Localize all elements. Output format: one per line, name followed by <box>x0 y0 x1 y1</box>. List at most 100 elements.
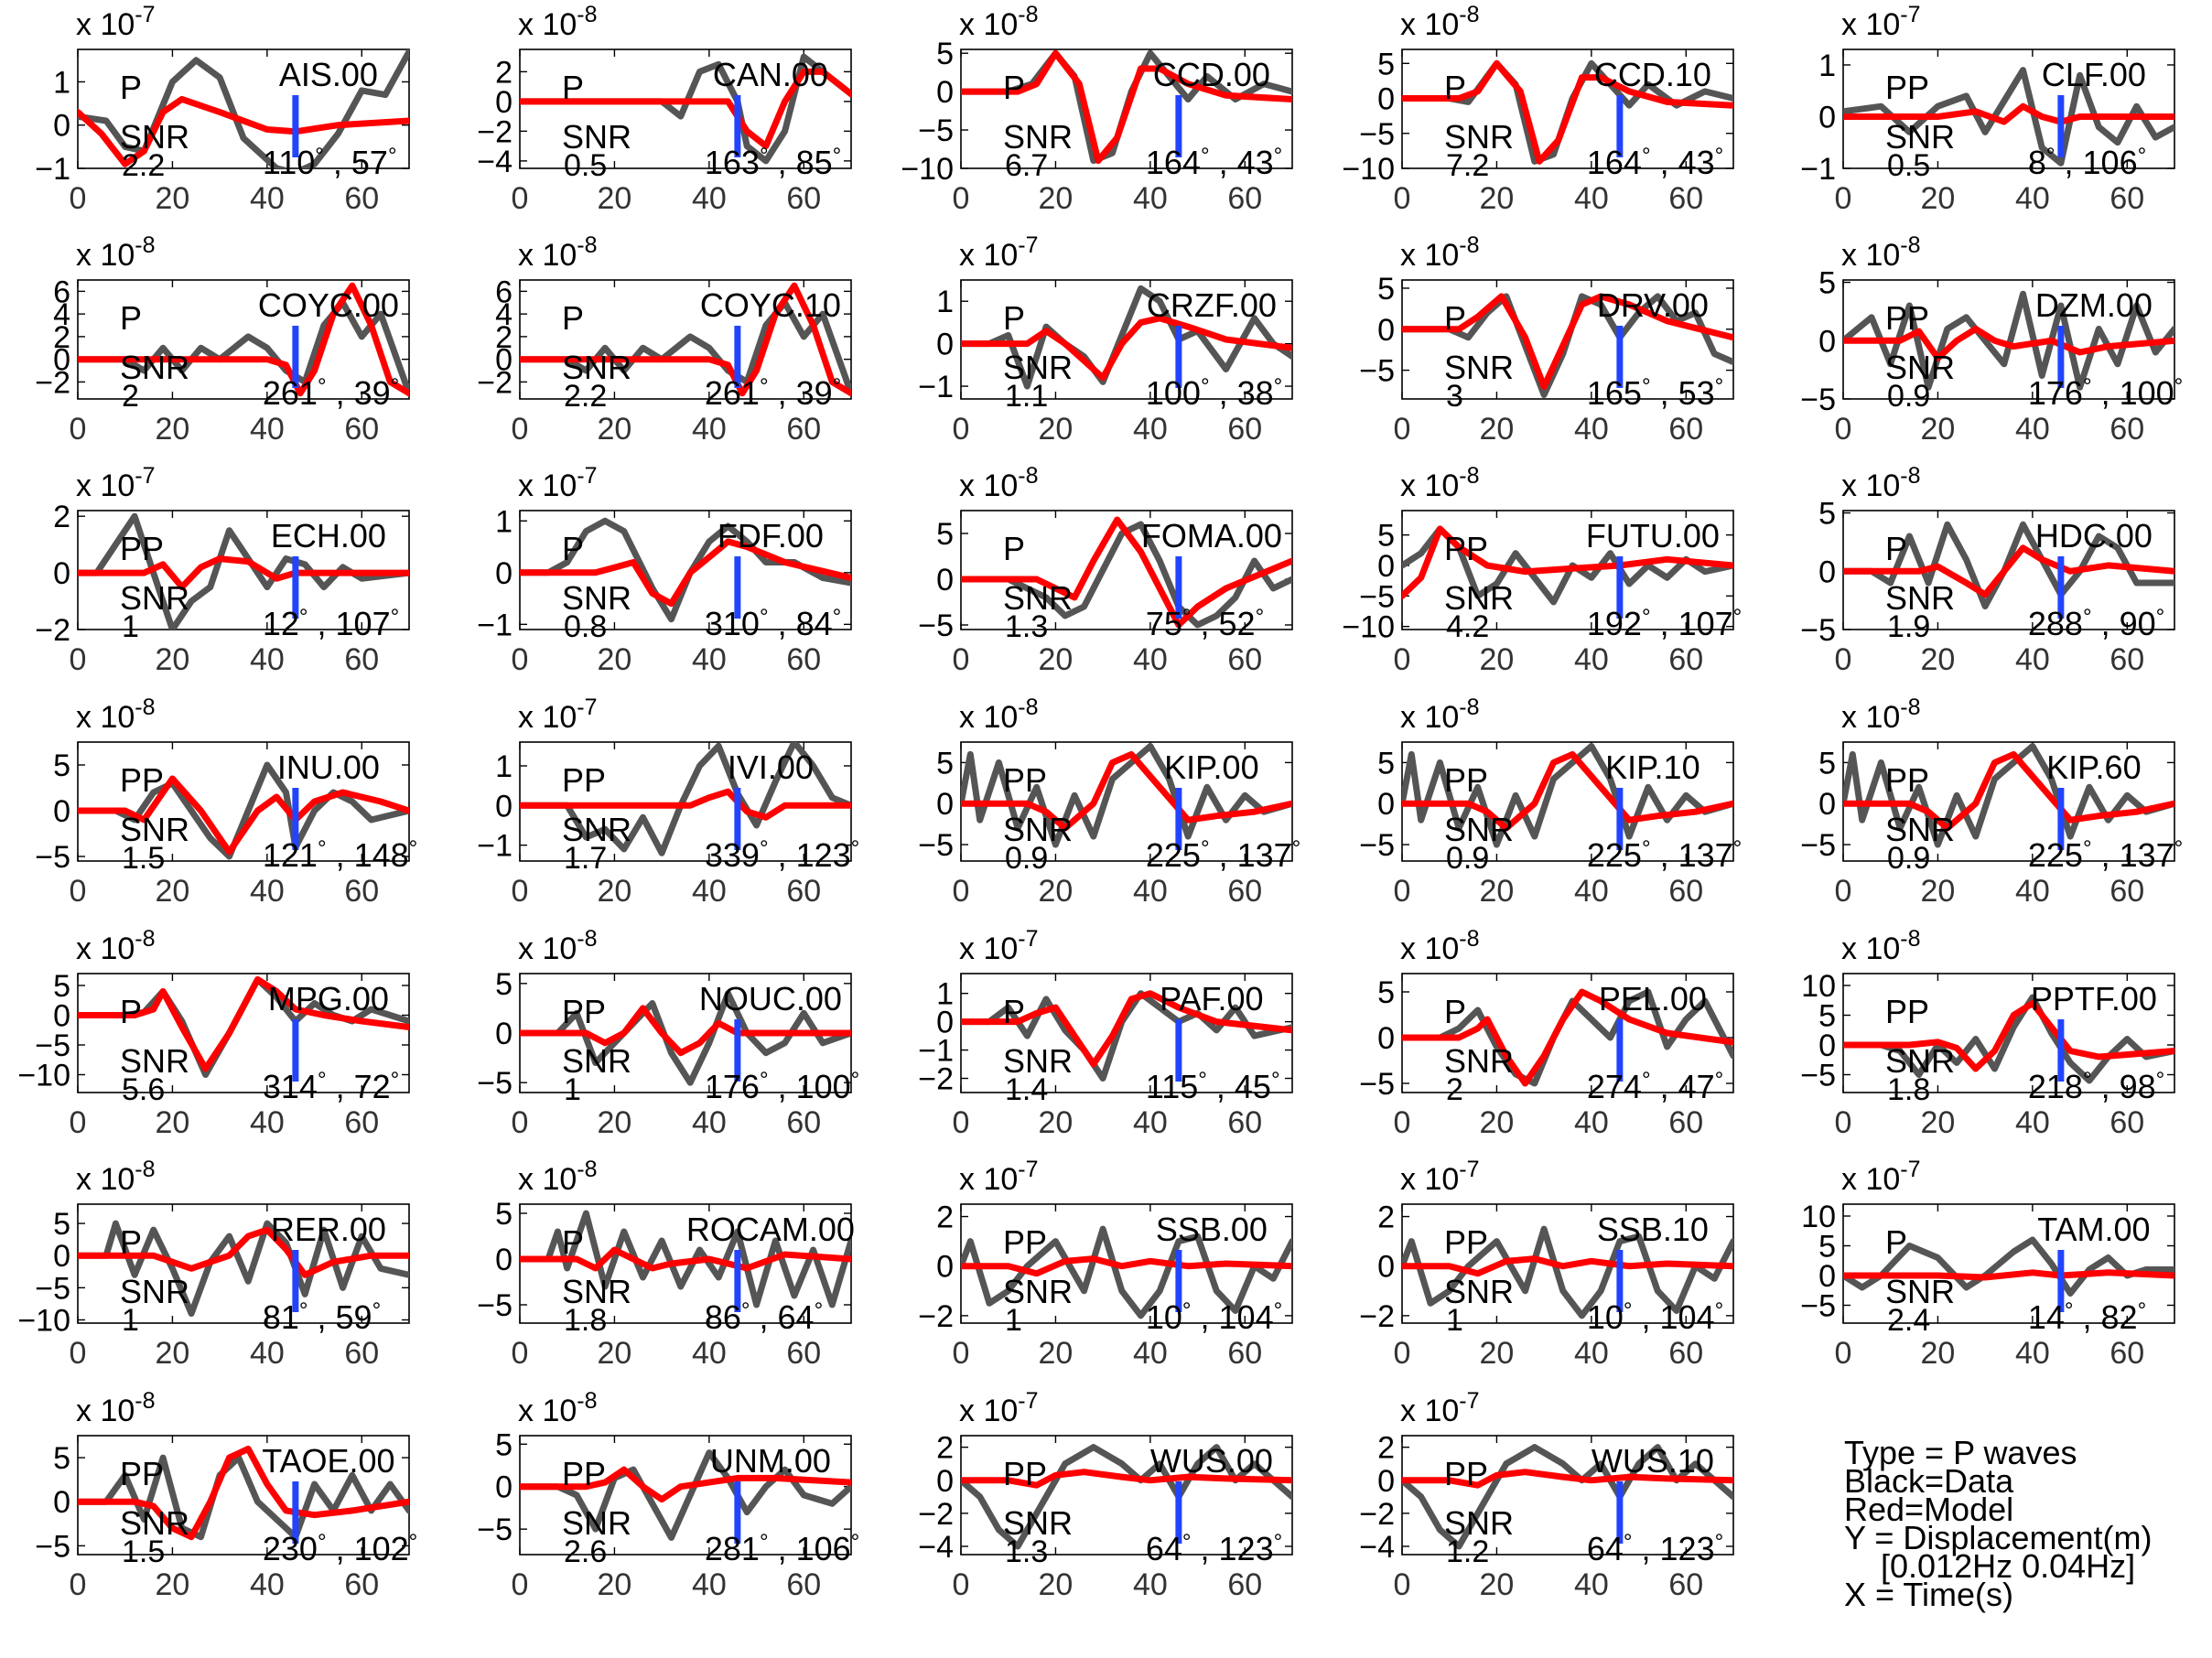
separator: , 100 <box>769 1068 851 1105</box>
snr-value: 0.9 <box>1887 379 1930 414</box>
y-exponent-label: x 10-7 <box>518 463 598 503</box>
x-tick-label: 20 <box>1921 1336 1956 1371</box>
y-exponent-label: x 10-7 <box>959 1157 1039 1197</box>
y-exponent-power: -8 <box>1459 2 1479 27</box>
degree-mark: ° <box>318 1068 327 1093</box>
separator: , 43 <box>1210 144 1274 181</box>
y-tick-label: 0 <box>53 556 70 591</box>
data-trace <box>520 742 851 856</box>
snr-label: SNR <box>1003 579 1073 617</box>
snr-label: SNR <box>562 1042 631 1080</box>
phase-label: P <box>1003 993 1025 1030</box>
degree-mark: ° <box>2156 605 2165 630</box>
phase-label: PP <box>1003 1223 1047 1261</box>
degree-mark: ° <box>2174 374 2184 399</box>
y-exponent-power: -8 <box>577 2 597 27</box>
trace-layer <box>520 1449 851 1541</box>
degree-mark: ° <box>851 1068 860 1093</box>
trace-layer <box>1843 1236 2174 1297</box>
degree-mark: ° <box>815 1298 824 1323</box>
phase-label: P <box>562 299 584 337</box>
snr-value: 1.1 <box>1005 379 1048 414</box>
x-tick-label: 40 <box>692 181 727 216</box>
model-trace <box>78 282 409 397</box>
snr-value: 3 <box>1446 379 1463 414</box>
degree-mark: ° <box>1182 1298 1192 1323</box>
y-exponent-label: x 10-7 <box>1400 1388 1480 1428</box>
y-exponent-label: x 10-7 <box>518 694 598 735</box>
y-tick-label: −2 <box>35 365 70 400</box>
degree-mark: ° <box>1201 374 1210 399</box>
x-tick-label: 0 <box>70 874 87 909</box>
snr-value: 5.6 <box>122 1072 165 1107</box>
y-exponent-label: x 10-7 <box>1841 2 1921 42</box>
azimuth-distance-label: 218° , 98° <box>2028 1068 2164 1105</box>
station-label: FDF.00 <box>718 517 824 554</box>
data-trace <box>961 1225 1292 1319</box>
snr-value: 2.2 <box>122 148 165 183</box>
y-tick-label: 0 <box>1818 1259 1836 1294</box>
x-tick-label: 40 <box>250 1336 285 1371</box>
model-trace <box>78 1226 409 1278</box>
y-tick-label: −5 <box>1359 579 1395 614</box>
trace-layer <box>1402 59 1733 165</box>
y-tick-label: 4 <box>53 297 70 332</box>
azimuth-distance-label: 281° , 106° <box>705 1530 859 1567</box>
phase-label: PP <box>120 761 164 799</box>
x-tick-label: 60 <box>344 642 379 677</box>
y-exponent-power: -8 <box>1459 694 1479 720</box>
x-tick-label: 40 <box>1574 642 1609 677</box>
snr-value: 1 <box>122 1303 139 1338</box>
y-exponent-power: -8 <box>1459 232 1479 258</box>
y-tick-label: −5 <box>1800 1289 1836 1324</box>
model-trace <box>1843 1000 2174 1072</box>
trace-layer <box>1843 290 2174 391</box>
trace-layer <box>78 1220 409 1317</box>
x-tick-label: 0 <box>953 412 970 447</box>
x-tick-label: 20 <box>156 1567 190 1602</box>
separator: , 39 <box>769 374 833 412</box>
x-tick-label: 60 <box>2109 874 2144 909</box>
x-tick-label: 20 <box>156 874 190 909</box>
axes-box <box>960 48 1293 169</box>
x-tick-label: 40 <box>2015 1105 2050 1140</box>
station-label: FUTU.00 <box>1586 517 1720 554</box>
snr-label: SNR <box>1444 811 1514 848</box>
y-tick-label: −4 <box>918 1530 954 1565</box>
degree-mark: ° <box>372 1298 382 1323</box>
snr-label: SNR <box>562 349 631 386</box>
y-tick-label: −5 <box>477 1288 513 1323</box>
x-tick-label: 40 <box>692 874 727 909</box>
snr-label: SNR <box>562 579 631 617</box>
degree-mark: ° <box>760 144 769 168</box>
azimuth-distance-label: 310° , 84° <box>705 605 841 642</box>
x-tick-label: 40 <box>1133 874 1168 909</box>
y-tick-label: −5 <box>35 840 70 875</box>
model-trace <box>961 990 1292 1068</box>
x-tick-label: 60 <box>1227 642 1262 677</box>
y-tick-label: 2 <box>936 1200 954 1235</box>
x-tick-label: 0 <box>1394 1105 1411 1140</box>
azimuth-distance-label: 230° , 102° <box>263 1530 417 1567</box>
separator: , 52 <box>1192 605 1256 642</box>
y-tick-label: 0 <box>936 75 954 110</box>
y-exponent-label: x 10-8 <box>76 926 156 966</box>
y-exponent-power: -7 <box>577 463 597 489</box>
snr-label: SNR <box>120 811 189 848</box>
snr-value: 0.9 <box>1005 841 1048 876</box>
station-label: KIP.60 <box>2046 748 2141 786</box>
azimuth-distance-label: 176° , 100° <box>2028 374 2183 412</box>
phase-label: PP <box>1885 299 1929 337</box>
degree-mark: ° <box>1715 144 1724 168</box>
y-tick-label: 5 <box>53 748 70 783</box>
degree-mark: ° <box>1274 1298 1283 1323</box>
snr-value: 0.5 <box>1887 148 1930 183</box>
model-trace <box>520 538 851 608</box>
y-tick-label: 5 <box>53 1441 70 1476</box>
y-tick-label: −5 <box>918 608 954 643</box>
y-tick-label: −5 <box>1800 828 1836 863</box>
phase-label: P <box>120 1223 142 1261</box>
